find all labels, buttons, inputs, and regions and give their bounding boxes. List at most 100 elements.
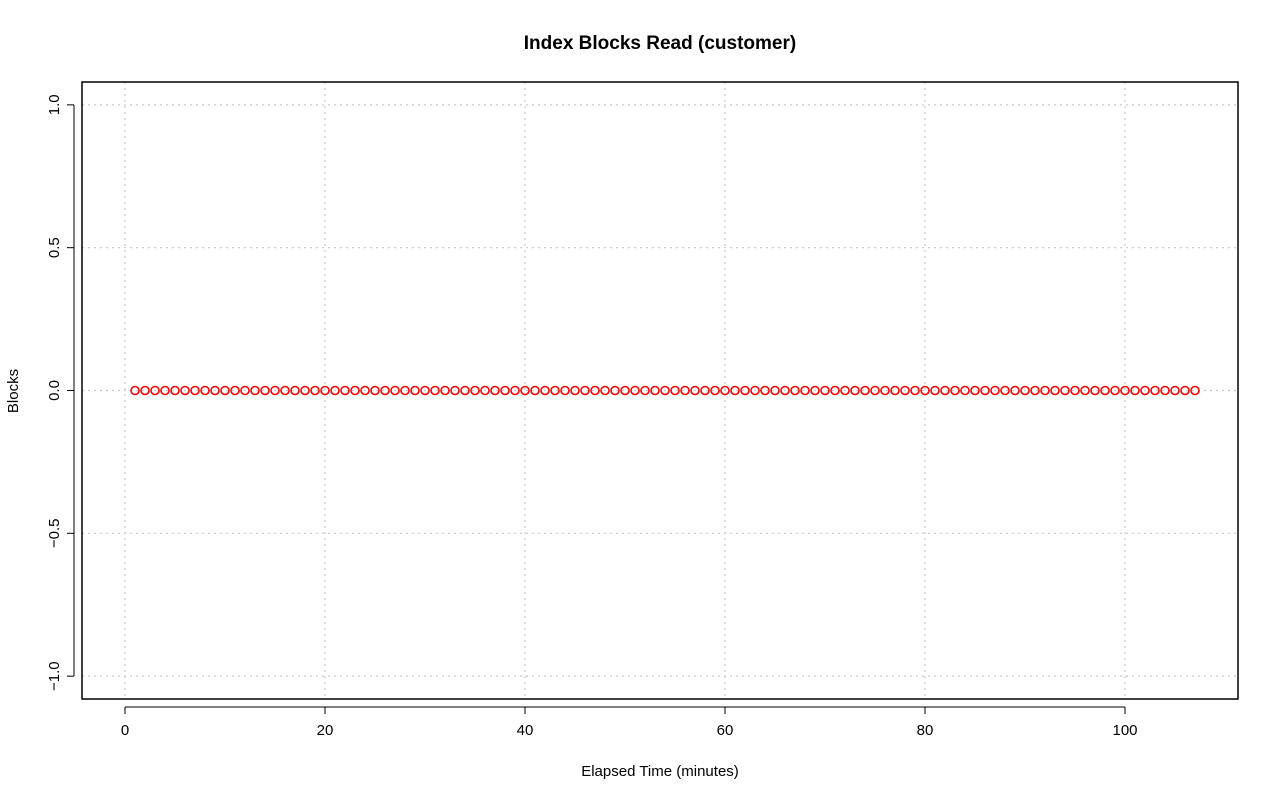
data-point [890,385,900,396]
data-point [1020,385,1030,396]
data-point [1030,385,1040,396]
data-point [750,385,760,396]
data-point [820,385,830,396]
data-point [800,385,810,396]
data-point [500,385,510,396]
chart-title: Index Blocks Read (customer) [524,33,796,54]
data-point [250,385,260,396]
data-point [700,385,710,396]
data-point [140,385,150,396]
data-point [670,385,680,396]
data-point [870,385,880,396]
data-point [780,385,790,396]
data-point [980,385,990,396]
data-point [910,385,920,396]
data-point [790,385,800,396]
data-point [210,385,220,396]
data-point [170,385,180,396]
data-point [370,385,380,396]
y-tick-label: −1.0 [46,661,63,691]
data-point [970,385,980,396]
data-point [300,385,310,396]
data-point [350,385,360,396]
x-tick-label: 20 [317,722,334,739]
data-point [640,385,650,396]
data-point [840,385,850,396]
y-tick-label: −0.5 [46,519,63,549]
data-point [850,385,860,396]
data-point [320,385,330,396]
data-point [560,385,570,396]
data-point [630,385,640,396]
data-point [940,385,950,396]
data-point [460,385,470,396]
data-point [510,385,520,396]
data-point [440,385,450,396]
data-point [160,385,170,396]
data-point [150,385,160,396]
data-point [660,385,670,396]
y-axis-title: Blocks [5,369,22,413]
plot-frame [81,81,1239,700]
data-point [1090,385,1100,396]
data-point [1000,385,1010,396]
data-point [900,385,910,396]
data-point [1070,385,1080,396]
data-point [1140,385,1150,396]
x-axis: 0 20 40 60 80 100 [121,706,1138,739]
data-points [130,385,1200,396]
data-point [860,385,870,396]
data-point [200,385,210,396]
data-point [1160,385,1170,396]
data-point [450,385,460,396]
data-point [180,385,190,396]
data-point [760,385,770,396]
y-tick-label: 1.0 [46,94,63,115]
data-point [490,385,500,396]
data-point [390,385,400,396]
data-point [290,385,300,396]
data-point [1170,385,1180,396]
y-tick-label: 0.5 [46,237,63,258]
data-point [230,385,240,396]
data-point [410,385,420,396]
data-point [690,385,700,396]
data-point [280,385,290,396]
data-point [960,385,970,396]
data-point [730,385,740,396]
data-point [1100,385,1110,396]
data-point [520,385,530,396]
data-point [1190,385,1200,396]
data-point [610,385,620,396]
data-point [270,385,280,396]
data-point [310,385,320,396]
data-point [830,385,840,396]
data-point [1080,385,1090,396]
y-axis: −1.0 −0.5 0.0 0.5 1.0 [46,94,75,691]
data-point [400,385,410,396]
data-point [1150,385,1160,396]
data-point [190,385,200,396]
x-tick-label: 100 [1112,722,1137,739]
data-point [590,385,600,396]
data-point [880,385,890,396]
data-point [220,385,230,396]
data-point [600,385,610,396]
data-point [770,385,780,396]
data-point [420,385,430,396]
x-tick-label: 40 [517,722,534,739]
data-point [240,385,250,396]
data-point [130,385,140,396]
data-point [380,385,390,396]
data-point [340,385,350,396]
x-tick-label: 80 [917,722,934,739]
data-point [950,385,960,396]
data-point [1110,385,1120,396]
data-point [1120,385,1130,396]
data-point [530,385,540,396]
data-point [920,385,930,396]
x-tick-label: 60 [717,722,734,739]
data-point [540,385,550,396]
data-point [1130,385,1140,396]
